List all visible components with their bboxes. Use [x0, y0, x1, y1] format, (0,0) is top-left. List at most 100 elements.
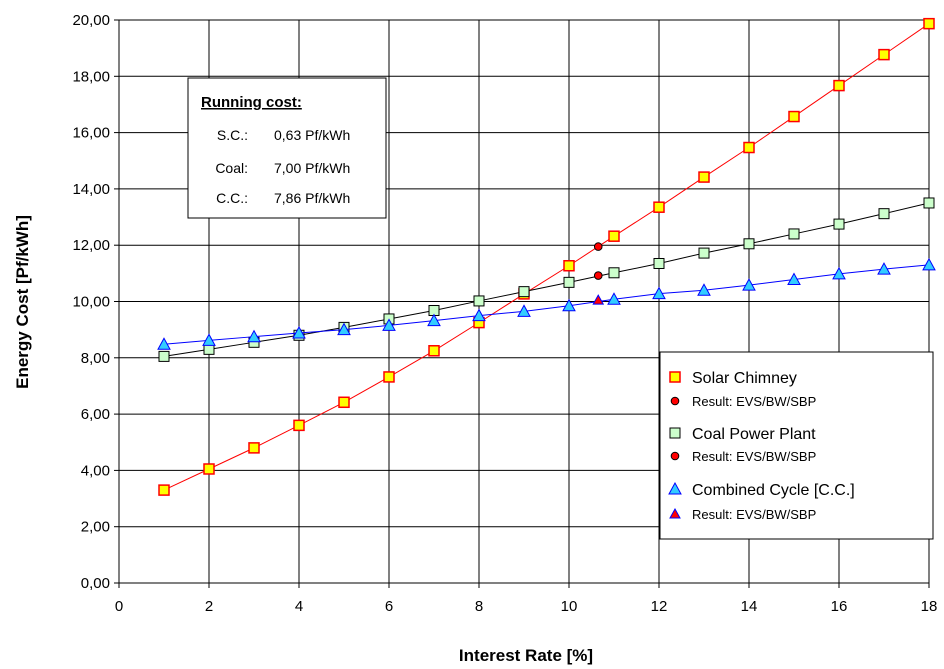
series-1 — [593, 242, 603, 251]
x-tick-label: 2 — [205, 598, 213, 615]
legend-marker-combined-cycle — [668, 481, 682, 495]
data-point — [337, 322, 351, 336]
x-tick-label: 8 — [475, 598, 483, 615]
result-point — [592, 294, 605, 305]
data-point — [562, 298, 576, 312]
data-point — [473, 295, 485, 307]
y-tick-label: 4,00 — [81, 462, 110, 479]
y-tick-label: 20,00 — [72, 12, 110, 29]
data-point — [157, 337, 171, 350]
x-axis-title: Interest Rate [%] — [459, 646, 593, 665]
data-point — [878, 48, 890, 61]
x-tick-label: 14 — [741, 598, 758, 615]
legend-marker-coal — [669, 427, 681, 439]
result-point — [593, 242, 603, 251]
data-point — [202, 333, 216, 346]
x-tick-labels: 0 2 4 6 8 10 12 14 16 18 — [115, 598, 938, 615]
legend-marker-solar-chimney — [669, 371, 681, 383]
x-tick-label: 18 — [921, 598, 938, 615]
running-cost-title: Running cost: — [201, 94, 302, 111]
data-point — [293, 419, 305, 432]
data-point — [608, 230, 620, 242]
data-point — [382, 318, 396, 331]
data-point — [788, 110, 800, 123]
legend-label-solar-chimney: Solar Chimney — [692, 370, 797, 387]
data-point — [203, 343, 215, 355]
series-group — [157, 17, 936, 496]
data-point — [878, 208, 890, 220]
data-point — [833, 218, 845, 230]
data-point — [652, 286, 666, 300]
legend-label-combined-cycle: Combined Cycle [C.C.] — [692, 482, 855, 499]
data-point — [427, 313, 441, 327]
data-point — [742, 278, 756, 291]
data-point — [743, 238, 755, 250]
legend-marker-result-sc — [670, 396, 680, 406]
legend-marker-result-coal — [670, 451, 680, 461]
data-point — [787, 272, 801, 286]
data-point — [833, 79, 845, 92]
data-point — [608, 267, 620, 279]
legend-marker-result-cc — [669, 507, 681, 519]
y-tick-label: 14,00 — [72, 181, 110, 198]
data-point — [877, 262, 891, 275]
data-point — [563, 276, 575, 288]
series-3 — [593, 271, 603, 280]
result-point — [593, 271, 603, 280]
data-point — [698, 247, 710, 259]
legend-label-result-sc: Result: EVS/BW/SBP — [692, 394, 816, 409]
data-point — [247, 329, 261, 343]
data-point — [248, 442, 260, 454]
data-point — [158, 484, 170, 496]
series-0 — [158, 17, 935, 496]
data-point — [563, 259, 575, 272]
data-point — [607, 292, 621, 305]
legend: Solar Chimney Result: EVS/BW/SBP Coal Po… — [659, 351, 934, 540]
series-line — [163, 202, 930, 357]
series-5 — [592, 294, 605, 305]
data-point — [158, 350, 170, 362]
data-point — [292, 325, 306, 339]
data-point — [923, 197, 935, 209]
legend-label-result-cc: Result: EVS/BW/SBP — [692, 507, 816, 522]
y-tick-label: 0,00 — [81, 575, 110, 592]
y-tick-label: 16,00 — [72, 125, 110, 142]
series-line — [163, 264, 930, 345]
running-cost-box: Running cost: S.C.: 0,63 Pf/kWh Coal: 7,… — [187, 77, 387, 219]
y-tick-label: 8,00 — [81, 350, 110, 367]
x-tick-label: 12 — [651, 598, 668, 615]
y-tick-label: 12,00 — [72, 237, 110, 254]
legend-label-result-coal: Result: EVS/BW/SBP — [692, 449, 816, 464]
y-tick-label: 6,00 — [81, 406, 110, 423]
y-tick-label: 2,00 — [81, 519, 110, 536]
y-tick-label: 18,00 — [72, 68, 110, 85]
running-cost-label-cc: C.C.: — [216, 190, 248, 206]
series-line — [163, 23, 930, 491]
data-point — [383, 371, 395, 383]
x-tick-label: 6 — [385, 598, 393, 615]
series-4 — [157, 257, 936, 350]
data-point — [832, 266, 846, 280]
y-tick-labels: 0,00 2,00 4,00 6,00 8,00 10,00 12,00 14,00 16,00… — [72, 12, 110, 592]
data-point — [698, 171, 710, 183]
data-point — [472, 308, 486, 322]
data-point — [203, 463, 215, 475]
data-point — [653, 201, 665, 213]
x-tick-label: 0 — [115, 598, 123, 615]
data-point — [428, 345, 440, 357]
data-point — [788, 228, 800, 240]
data-point — [517, 304, 531, 317]
y-axis-title: Energy Cost [Pf/kWh] — [13, 215, 32, 389]
running-cost-label-sc: S.C.: — [217, 127, 248, 143]
running-cost-value-sc: 0,63 Pf/kWh — [274, 127, 350, 143]
legend-label-coal: Coal Power Plant — [692, 426, 816, 443]
data-point — [743, 141, 755, 154]
plot-frame — [118, 19, 930, 584]
data-point — [518, 286, 530, 298]
data-point — [922, 257, 936, 271]
data-point — [338, 396, 350, 409]
x-tick-label: 4 — [295, 598, 303, 615]
running-cost-label-coal: Coal: — [215, 160, 248, 176]
y-tick-label: 10,00 — [72, 294, 110, 311]
